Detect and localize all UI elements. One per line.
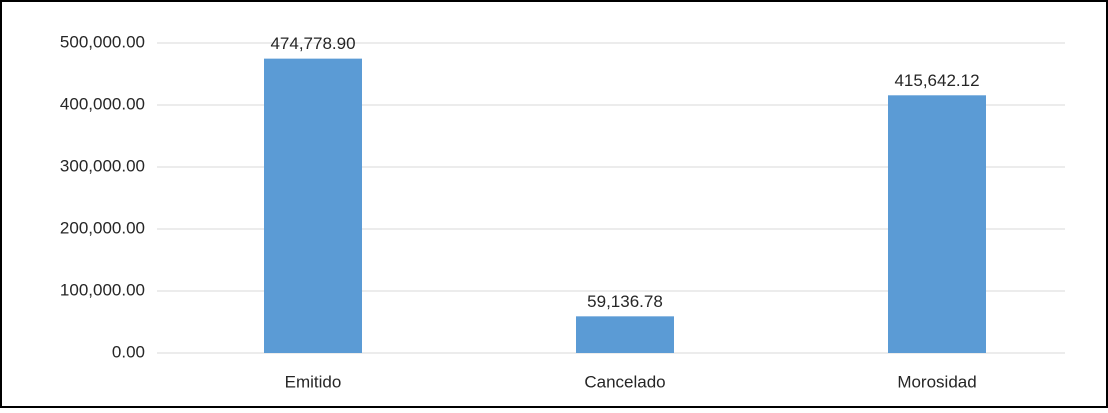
bar [888,95,986,354]
y-tick-label: 500,000.00 [60,32,145,51]
data-label: 59,136.78 [587,292,663,311]
y-tick-label: 100,000.00 [60,280,145,299]
y-tick-label: 200,000.00 [60,218,145,237]
data-label: 474,778.90 [270,34,355,53]
y-tick-label: 400,000.00 [60,94,145,113]
bar [576,316,674,353]
bar [264,58,362,353]
data-label: 415,642.12 [894,71,979,90]
x-tick-label: Cancelado [584,372,665,391]
y-tick-label: 300,000.00 [60,156,145,175]
y-tick-label: 0.00 [112,342,145,361]
x-tick-label: Morosidad [897,372,976,391]
x-tick-label: Emitido [285,372,342,391]
